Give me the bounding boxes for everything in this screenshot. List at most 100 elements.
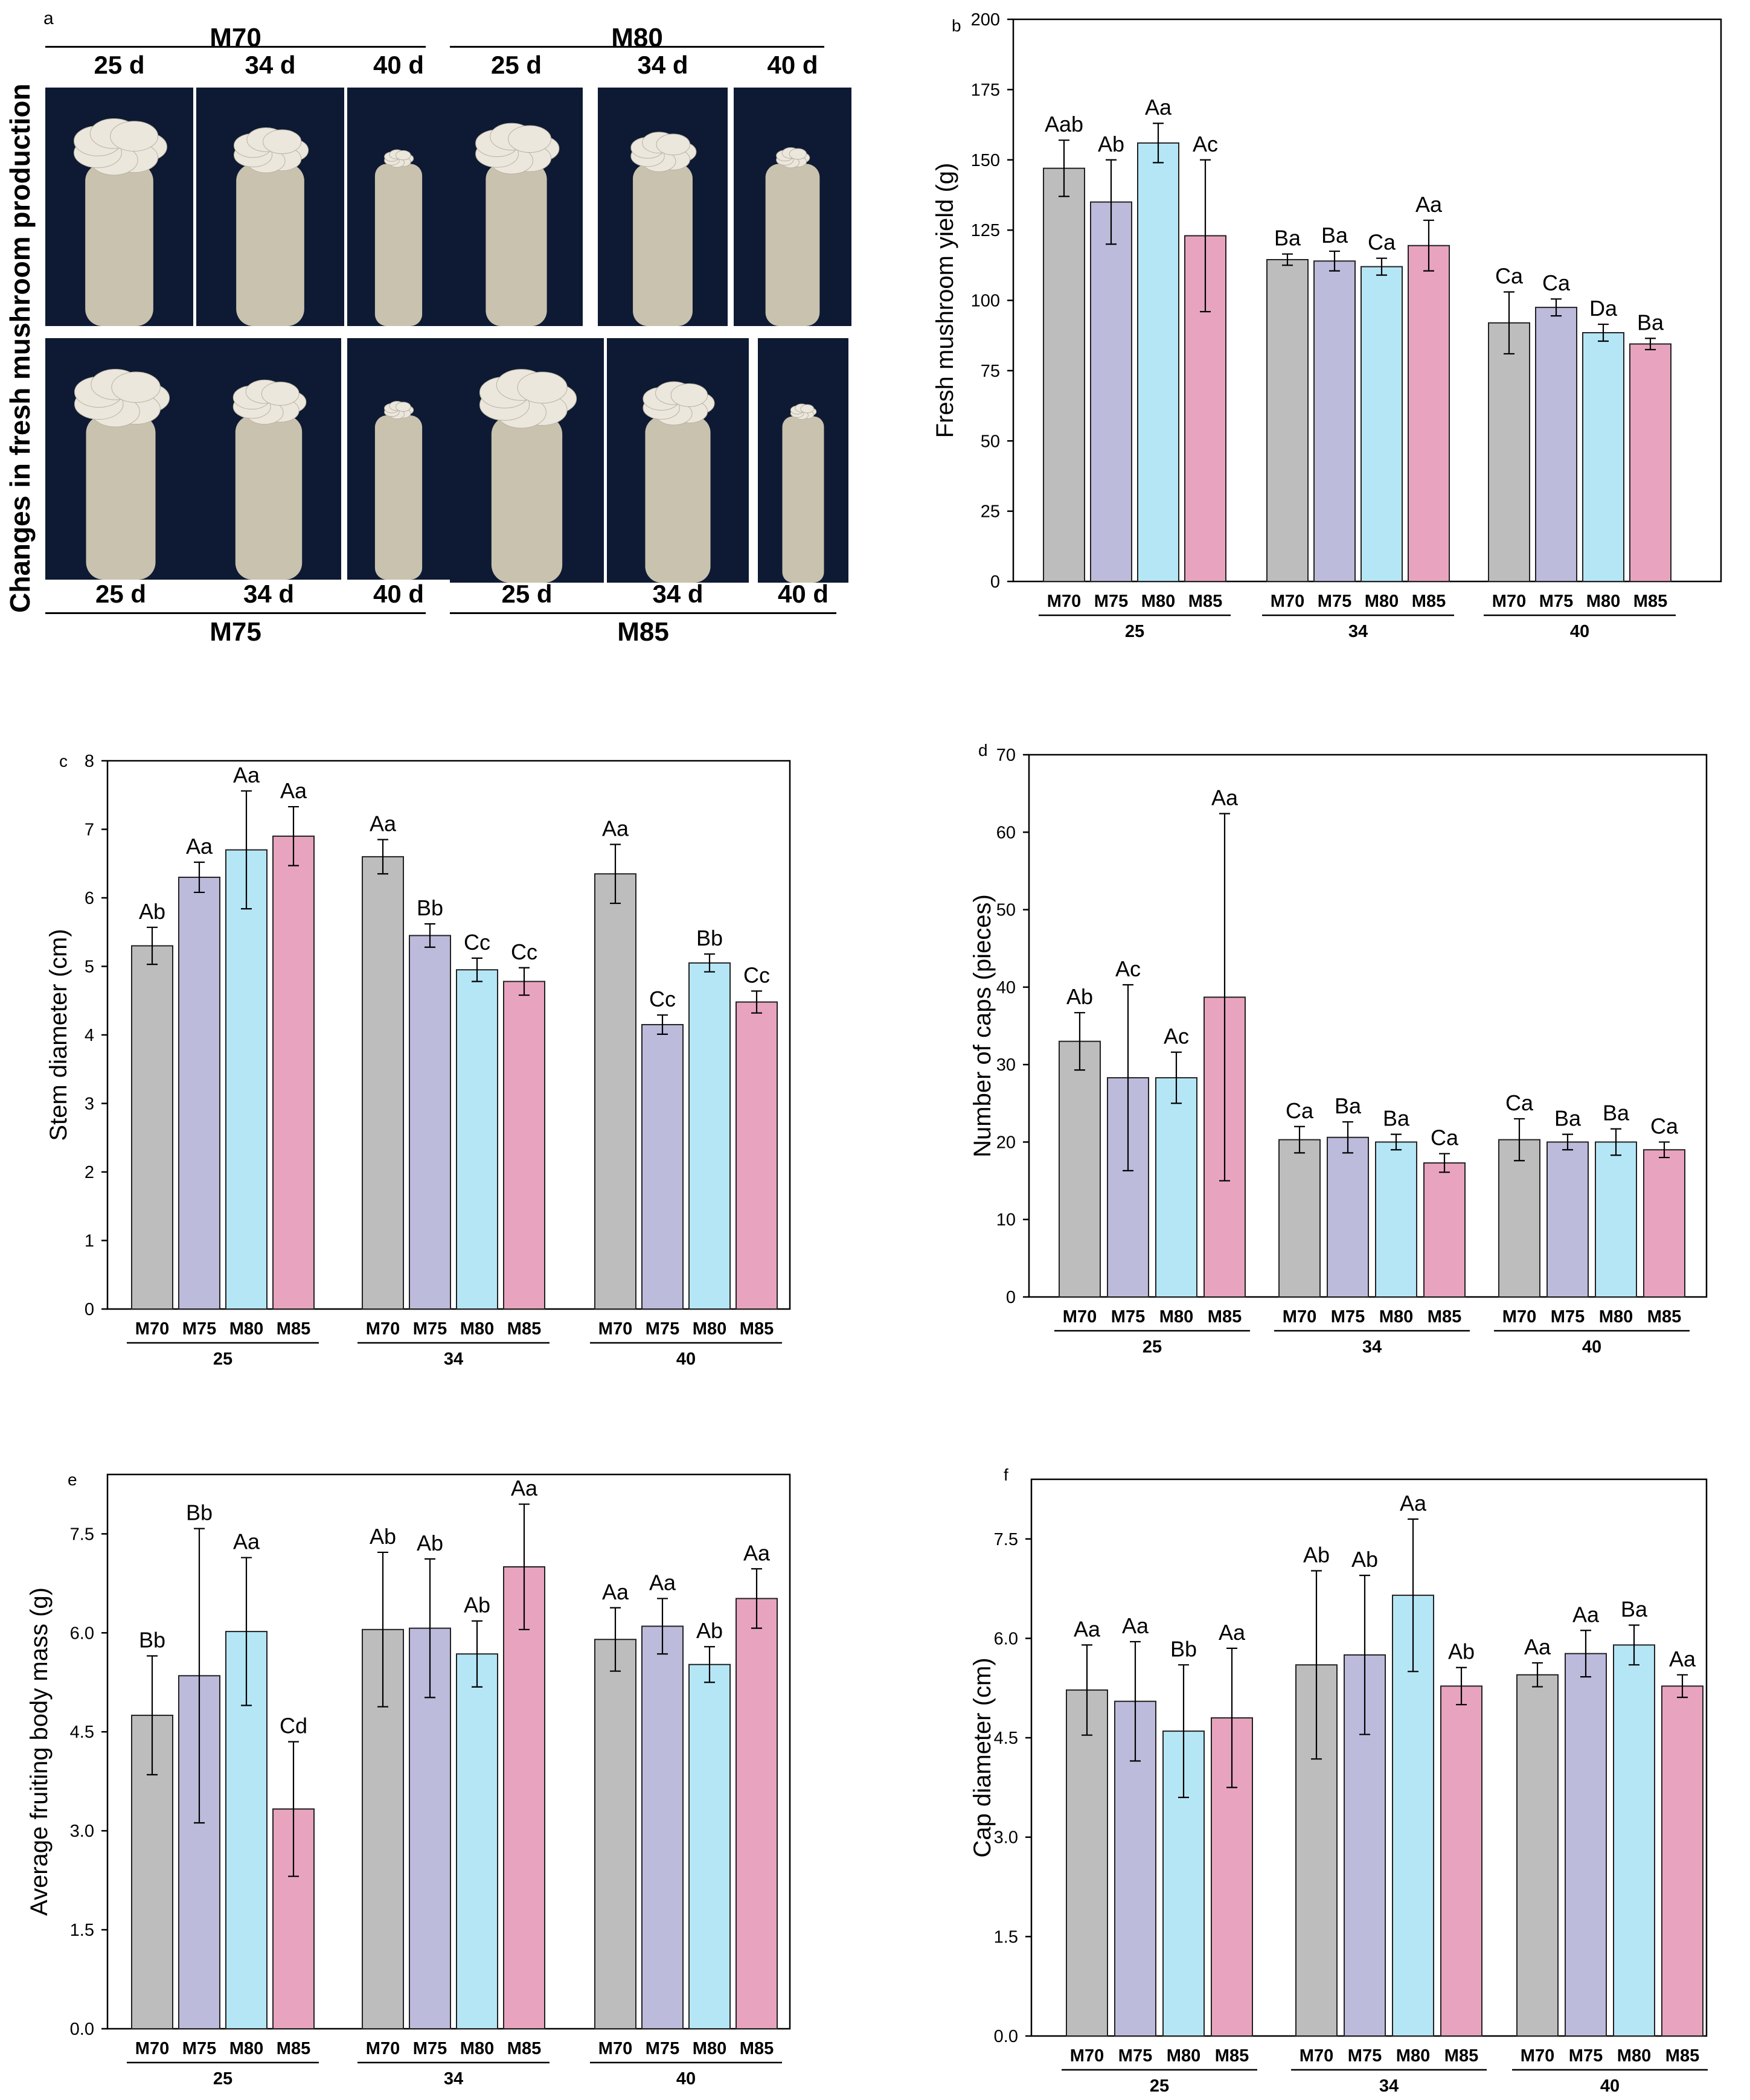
significance-label: Aa: [186, 834, 213, 859]
mushroom-cap: [508, 125, 552, 153]
x-tick-label-M80: M80: [1599, 1307, 1633, 1327]
day-label-M75-2: 40 d: [373, 580, 425, 608]
y-tick-label: 7.5: [994, 1530, 1018, 1549]
x-tick-label-M85: M85: [1188, 592, 1222, 611]
bar-34-M85: [503, 981, 545, 1310]
mushroom-bag-illustration: [74, 369, 170, 580]
y-tick-label: 10: [996, 1211, 1016, 1230]
x-tick-label-M70: M70: [1521, 2046, 1554, 2066]
y-tick-label: 3: [85, 1095, 94, 1114]
chart-b: b 0 25 50 75 100 125 150 175 200 Fresh mushroom yi…: [932, 10, 1722, 641]
panel-label-c: c: [59, 752, 68, 770]
mushroom-bag-illustration: [232, 379, 307, 580]
substrate-bag: [645, 416, 711, 583]
x-tick-label-M75: M75: [1331, 1307, 1365, 1327]
significance-label: Ab: [696, 1618, 723, 1643]
bar-40-M70: [1498, 1139, 1540, 1298]
bar-34-M70: [1266, 259, 1309, 582]
x-tick-label-M70: M70: [1283, 1307, 1316, 1327]
x-tick-label-M70: M70: [1271, 592, 1304, 611]
bar-40-M85: [736, 1598, 778, 2029]
significance-label: Ab: [417, 1531, 443, 1555]
substrate-bag: [236, 164, 304, 326]
significance-label: Aa: [1415, 192, 1443, 217]
significance-label: Ba: [1603, 1101, 1630, 1125]
chart-d: d 0 10 20 30 40 50 60 70 Number of caps (pieces) A…: [969, 741, 1708, 1357]
x-tick-label-M85: M85: [740, 1319, 774, 1339]
bar-25-M85: [272, 835, 315, 1310]
group-label-40: 40: [676, 2069, 696, 2089]
y-tick-label: 3.0: [70, 1822, 94, 1841]
photo-panel-side-title: Changes in fresh mushroom production: [4, 83, 36, 613]
bar-40-M75: [1565, 1653, 1607, 2037]
x-tick-label-M85: M85: [1647, 1307, 1681, 1327]
x-tick-label-M80: M80: [460, 1319, 494, 1339]
group-label-40: 40: [1570, 622, 1589, 641]
bar-40-M80: [1595, 1141, 1637, 1298]
x-tick-label-M85: M85: [1208, 1307, 1242, 1327]
photo-M70-2: [347, 88, 450, 326]
significance-label: Ba: [1335, 1093, 1362, 1118]
y-tick-label: 60: [996, 823, 1016, 842]
photo-M85-2: [758, 338, 848, 583]
day-label-M70-1: 34 d: [245, 51, 296, 79]
significance-label: Ba: [1274, 226, 1301, 251]
day-label-M75-0: 25 d: [95, 580, 147, 608]
substrate-bag: [491, 416, 563, 583]
y-tick-label: 150: [971, 151, 1000, 170]
substrate-bag: [235, 415, 303, 580]
significance-label: Aa: [511, 1476, 538, 1500]
significance-label: Da: [1589, 296, 1618, 321]
significance-label: Ca: [1286, 1098, 1314, 1123]
mushroom-cap: [263, 129, 302, 155]
x-tick-label-M70: M70: [1502, 1307, 1536, 1327]
substrate-bag: [486, 164, 547, 326]
group-title-M75: M75: [210, 617, 261, 647]
photo-M80-1: [598, 88, 728, 326]
significance-label: Cc: [743, 962, 770, 987]
significance-label: Aab: [1045, 112, 1083, 136]
photo-M85-1: [607, 338, 749, 583]
group-label-25: 25: [1125, 622, 1144, 641]
group-divider-M70: [45, 46, 426, 48]
substrate-bag: [633, 164, 693, 326]
significance-label: Aa: [233, 1529, 260, 1554]
bar-40-M85: [1661, 1685, 1704, 2037]
significance-label: Bb: [696, 926, 723, 950]
bar-40-M80: [1582, 332, 1624, 582]
significance-label: Aa: [1572, 1602, 1600, 1627]
bar-25-M70: [131, 945, 173, 1310]
group-label-40: 40: [676, 1349, 696, 1369]
y-tick-label: 40: [996, 978, 1016, 997]
significance-label: Ab: [464, 1593, 490, 1618]
bar-25-M70: [1043, 167, 1085, 582]
mushroom-cap: [517, 371, 568, 404]
significance-label: Ab: [1448, 1639, 1475, 1664]
significance-label: Ca: [1650, 1113, 1679, 1138]
x-tick-label-M70: M70: [366, 1319, 400, 1339]
mushroom-cap: [261, 382, 300, 406]
x-tick-label-M80: M80: [1141, 592, 1175, 611]
mushroom-cap: [395, 402, 411, 412]
significance-label: Bb: [1170, 1636, 1197, 1661]
y-tick-label: 50: [981, 432, 1000, 451]
bar-34-M75: [409, 935, 451, 1310]
bar-34-M75: [1313, 260, 1356, 582]
panel-label-b: b: [952, 16, 961, 35]
x-tick-label-M85: M85: [1444, 2046, 1478, 2066]
x-tick-label-M75: M75: [413, 1319, 447, 1339]
day-label-M80-2: 40 d: [767, 51, 818, 79]
substrate-bag: [86, 415, 156, 580]
group-divider-M80: [450, 46, 824, 48]
bar-40-M85: [1643, 1149, 1685, 1298]
bar-25-M80: [1155, 1077, 1197, 1298]
significance-label: Aa: [602, 1580, 629, 1604]
x-tick-label-M85: M85: [1412, 592, 1446, 611]
bar-40-M80: [688, 962, 731, 1310]
significance-label: Ab: [1098, 132, 1124, 156]
bar-40-M70: [594, 873, 636, 1310]
bar-25-M80: [1137, 142, 1179, 582]
significance-label: Ca: [1505, 1090, 1534, 1115]
mushroom-bag-illustration: [479, 369, 577, 583]
x-tick-label-M75: M75: [1118, 2046, 1152, 2066]
